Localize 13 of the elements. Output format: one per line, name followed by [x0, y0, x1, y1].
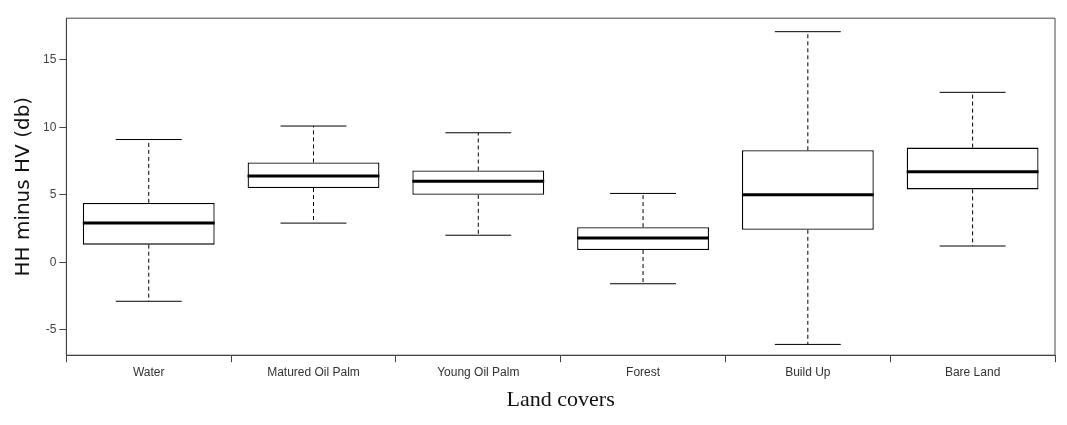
x-axis-title: Land covers [506, 385, 615, 411]
y-tick-label: 5 [49, 187, 57, 202]
y-tick-label: -5 [45, 321, 57, 336]
y-tick-label: 10 [42, 119, 57, 134]
y-tick-label: 15 [42, 52, 57, 67]
x-tick-label: Forest [626, 364, 661, 379]
y-tick-label: 0 [49, 254, 57, 269]
x-tick-label: Build Up [785, 364, 831, 379]
x-tick-label: Young Oil Palm [437, 364, 520, 379]
y-axis-title: HH minus HV (db) [10, 96, 35, 277]
x-tick-label: Matured Oil Palm [267, 364, 360, 379]
x-tick-label: Bare Land [944, 364, 1001, 379]
x-tick-label: Water [132, 364, 165, 379]
